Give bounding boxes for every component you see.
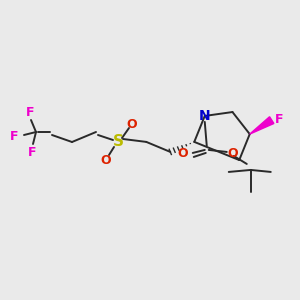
Text: F: F: [274, 112, 283, 126]
Text: O: O: [177, 147, 188, 161]
Text: O: O: [227, 147, 238, 161]
Text: F: F: [10, 130, 18, 142]
Text: S: S: [112, 134, 124, 149]
Text: O: O: [101, 154, 111, 166]
Polygon shape: [250, 117, 274, 134]
Text: F: F: [26, 106, 34, 118]
Text: N: N: [199, 109, 211, 123]
Text: F: F: [28, 146, 36, 158]
Text: O: O: [127, 118, 137, 130]
